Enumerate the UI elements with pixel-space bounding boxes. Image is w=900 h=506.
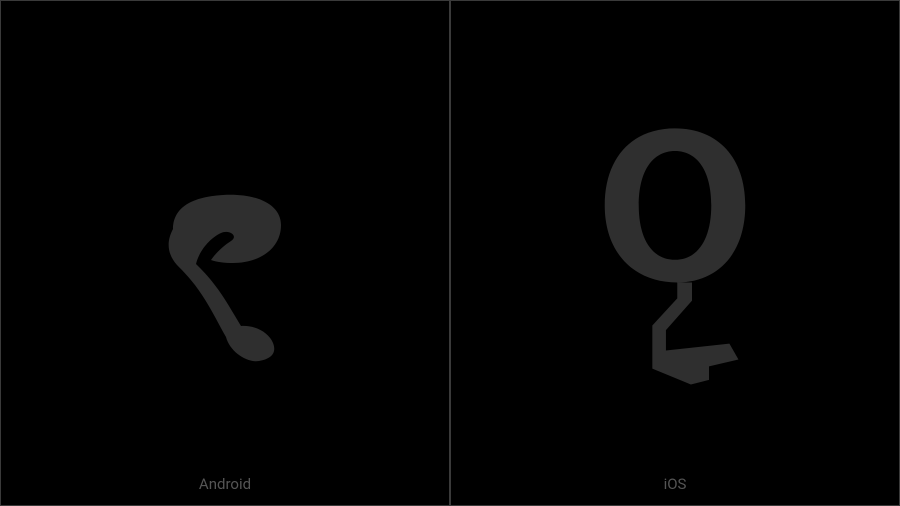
glyph-wrap-android [1,1,449,505]
glyph-path-android [169,195,281,361]
glyph-android-icon [75,103,375,403]
panel-android: Android [0,0,450,506]
glyph-wrap-ios [451,1,899,505]
panel-label-ios: iOS [664,475,687,493]
panel-ios: iOS [450,0,900,506]
comparison-container: Android iOS [0,0,900,506]
glyph-path-ios [605,128,746,384]
panel-label-android: Android [199,475,251,493]
glyph-ios-icon [505,83,845,423]
